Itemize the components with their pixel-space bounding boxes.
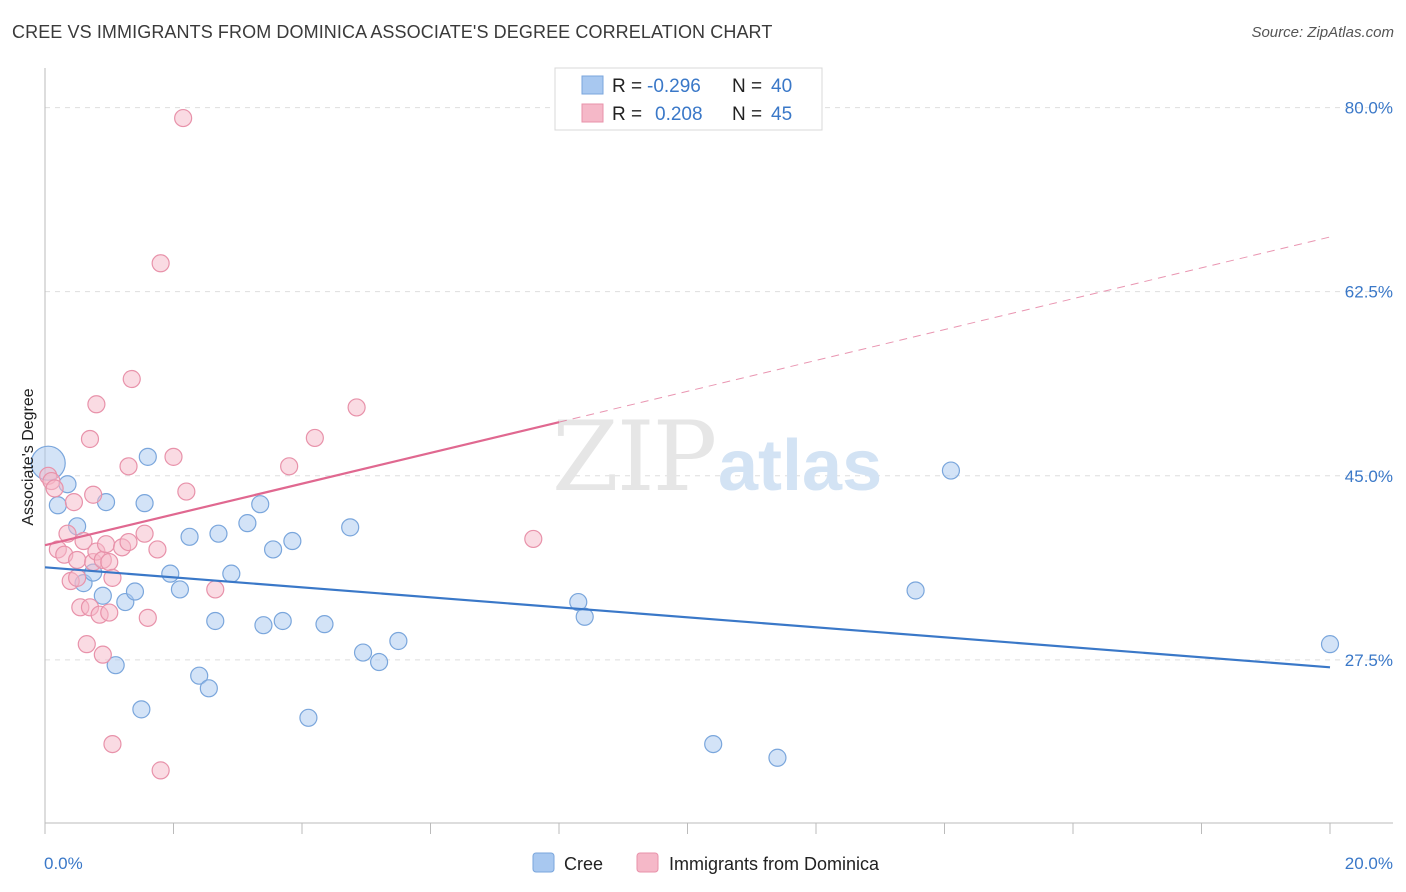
y-axis-title: Associate's Degree: [20, 388, 37, 525]
cree-point: [132, 700, 151, 719]
y-tick-label: 27.5%: [1345, 651, 1393, 670]
dominica-trend-extension: [558, 236, 1331, 423]
dominica-point: [305, 428, 324, 448]
stats-r-value: -0.296: [647, 76, 701, 97]
watermark-atlas: atlas: [718, 426, 882, 506]
dominica-point: [148, 540, 167, 559]
legend-label-cree: Cree: [564, 854, 603, 874]
cree-point: [190, 666, 209, 685]
dominica-point: [135, 524, 154, 543]
cree-trend-line: [44, 566, 1331, 669]
stats-r-label: R =: [612, 76, 642, 97]
data-points: [30, 108, 1340, 780]
dominica-point: [174, 108, 193, 128]
dominica-point: [119, 457, 138, 476]
y-tick-label: 62.5%: [1345, 283, 1393, 302]
dominica-point: [206, 580, 225, 599]
y-tick-label: 80.0%: [1345, 99, 1393, 118]
legend: Cree Immigrants from Dominica: [532, 852, 880, 874]
cree-point: [906, 581, 925, 600]
cree-point: [315, 615, 334, 634]
dominica-point: [100, 603, 119, 622]
x-tick-label: 20.0%: [1345, 854, 1393, 873]
dominica-point: [64, 493, 84, 512]
stats-n-label: N =: [732, 104, 762, 125]
cree-point: [135, 494, 154, 513]
cree-point: [768, 748, 787, 767]
dominica-point: [100, 552, 119, 572]
legend-label-dominica: Immigrants from Dominica: [669, 854, 880, 874]
dominica-point: [177, 482, 196, 501]
cree-point: [106, 656, 125, 675]
cree-point: [353, 643, 373, 662]
cree-point: [180, 527, 199, 546]
dominica-point: [68, 550, 87, 570]
cree-point: [251, 495, 270, 514]
dominica-point: [280, 457, 299, 476]
dominica-point: [138, 608, 157, 627]
cree-point: [273, 611, 292, 631]
cree-point: [199, 679, 218, 698]
cree-point: [341, 518, 360, 537]
dominica-point: [164, 447, 183, 466]
x-tick-label: 0.0%: [44, 854, 83, 873]
stats-r-value: 0.208: [655, 104, 703, 125]
grid-lines: [45, 107, 1393, 661]
dominica-point: [96, 535, 116, 554]
cree-point: [170, 580, 190, 599]
dominica-point: [80, 429, 100, 449]
cree-point: [138, 447, 157, 466]
trend-lines: [44, 236, 1331, 669]
dominica-point: [151, 761, 170, 780]
cree-point: [370, 652, 389, 672]
dominica-point: [68, 568, 87, 587]
watermark: ZIP atlas: [552, 401, 882, 513]
cree-point: [389, 631, 408, 651]
cree-point: [283, 531, 302, 551]
watermark-zip: ZIP: [552, 401, 715, 513]
dominica-point: [347, 398, 366, 417]
cree-point: [238, 514, 257, 533]
chart-title: CREE VS IMMIGRANTS FROM DOMINICA ASSOCIA…: [12, 22, 773, 42]
dominica-point: [119, 532, 138, 552]
stats-r-label: R =: [612, 104, 642, 125]
stats-box: R = -0.296 N = 40 R = 0.208 N = 45: [554, 67, 823, 131]
y-tick-label: 45.0%: [1345, 467, 1393, 486]
stats-swatch-dominica: [581, 103, 604, 123]
cree-point: [941, 461, 961, 480]
cree-point: [222, 564, 241, 583]
dominica-point: [45, 479, 64, 498]
stats-n-value: 45: [771, 104, 792, 125]
cree-point: [299, 708, 318, 727]
dominica-point: [524, 529, 543, 549]
dominica-point: [122, 369, 141, 389]
cree-point: [48, 496, 67, 515]
dominica-point: [77, 635, 96, 654]
dominica-trend-line: [44, 421, 560, 547]
tick-labels: 27.5% 45.0% 62.5% 80.0% 0.0% 20.0%: [44, 99, 1393, 873]
cree-point: [93, 586, 112, 605]
cree-point: [206, 611, 225, 631]
axes: [44, 68, 1393, 834]
cree-point: [125, 582, 145, 601]
cree-point: [1320, 635, 1340, 654]
cree-point: [254, 616, 273, 635]
dominica-point: [87, 395, 106, 414]
stats-n-value: 40: [771, 76, 792, 97]
cree-point: [161, 564, 180, 583]
legend-swatch-dominica: [636, 852, 659, 873]
cree-point: [209, 524, 228, 543]
dominica-point: [84, 485, 103, 504]
stats-n-label: N =: [732, 76, 762, 97]
dominica-point: [151, 254, 170, 273]
dominica-point: [93, 645, 112, 664]
legend-swatch-cree: [532, 852, 555, 873]
cree-point: [704, 734, 723, 754]
cree-point: [263, 540, 283, 559]
source-label: Source: ZipAtlas.com: [1251, 24, 1394, 41]
stats-swatch-cree: [581, 75, 604, 95]
dominica-point: [103, 734, 122, 754]
